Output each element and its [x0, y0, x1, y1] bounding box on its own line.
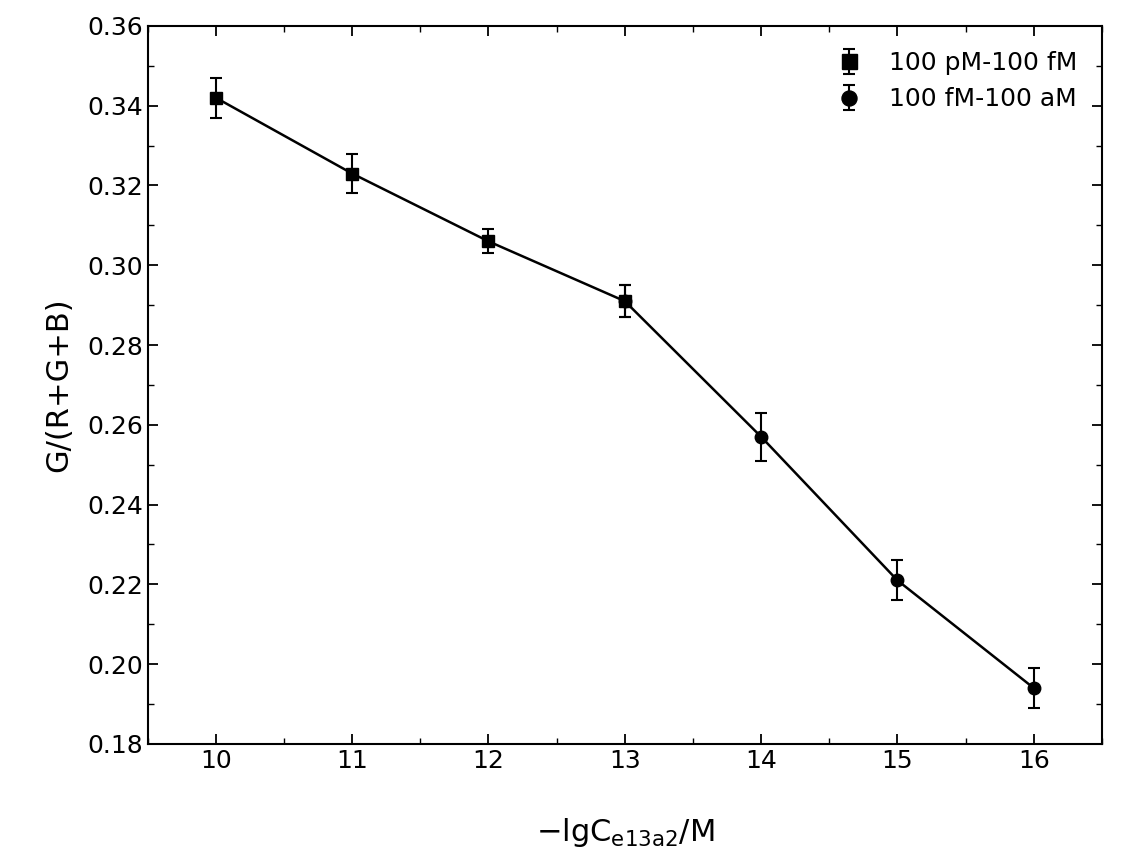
Text: $-\mathregular{lgC}_{\mathregular{e13a2}}\mathregular{/M}$: $-\mathregular{lgC}_{\mathregular{e13a2}… — [535, 816, 715, 849]
Legend: 100 pM-100 fM, 100 fM-100 aM: 100 pM-100 fM, 100 fM-100 aM — [821, 38, 1089, 124]
Y-axis label: G/(R+G+B): G/(R+G+B) — [44, 298, 73, 472]
